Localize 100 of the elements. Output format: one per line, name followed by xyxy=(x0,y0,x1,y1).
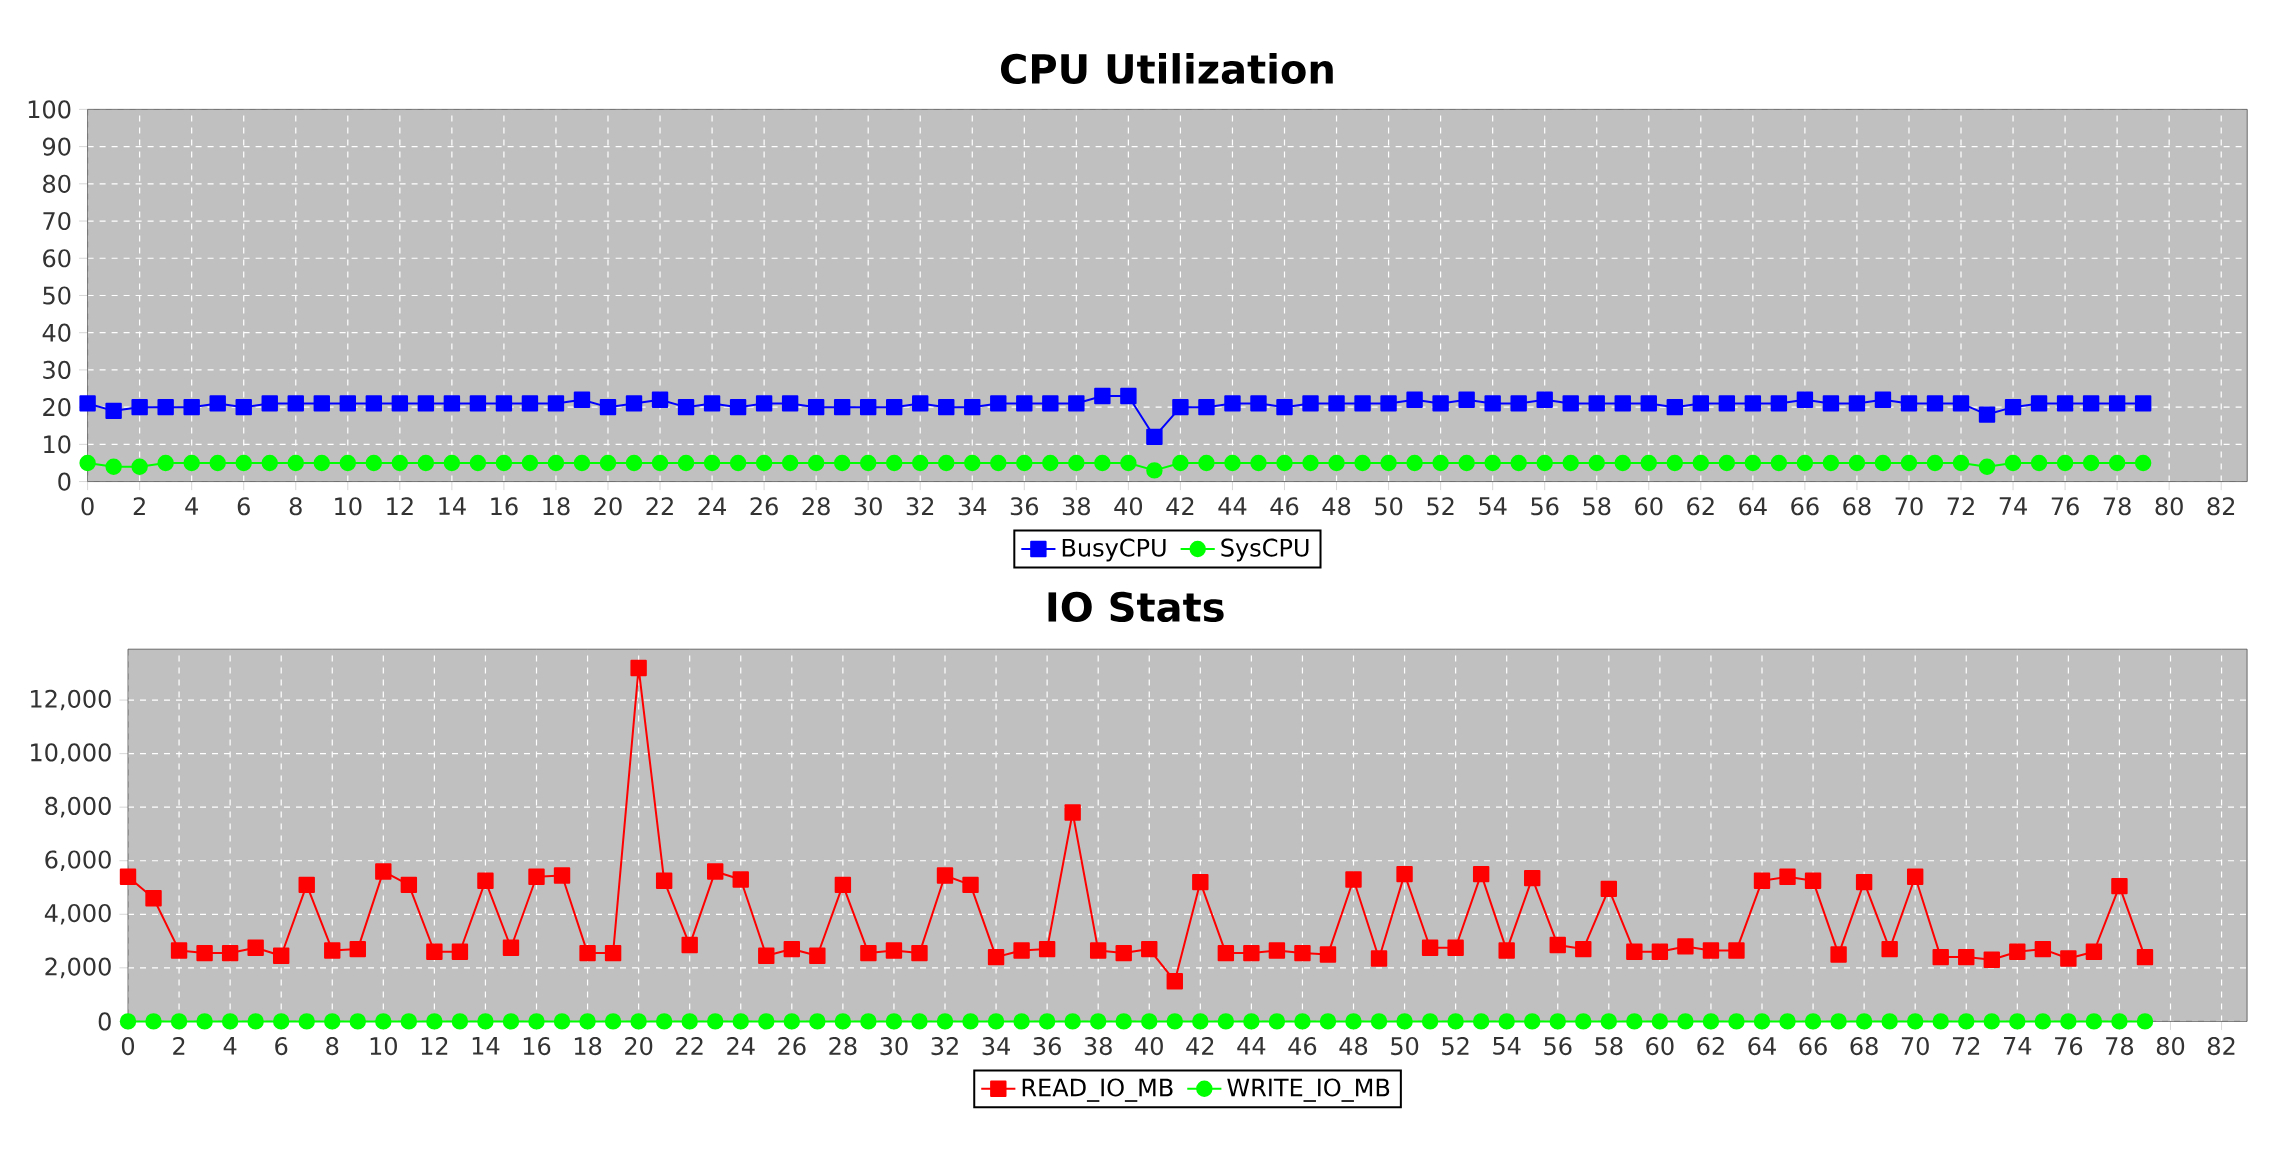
y-tick-label: 70 xyxy=(43,211,71,231)
x-tick-label: 26 xyxy=(750,497,778,516)
x-tick-label: 40 xyxy=(1135,1036,1163,1056)
legend-label: READ_IO_MB xyxy=(1022,1078,1173,1102)
legend-label: SysCPU xyxy=(1221,538,1309,562)
x-tick-label: 2 xyxy=(173,1036,185,1055)
x-tick-label: 82 xyxy=(2207,497,2235,516)
x-tick-label: 32 xyxy=(906,497,934,516)
x-tick-label: 34 xyxy=(958,497,987,516)
x-tick-label: 78 xyxy=(2106,1036,2134,1056)
x-tick-label: 78 xyxy=(2103,497,2131,516)
y-tick-label: 30 xyxy=(43,360,71,379)
x-tick-label: 16 xyxy=(491,497,518,516)
x-tick-label: 64 xyxy=(1739,497,1767,516)
x-tick-label: 12 xyxy=(387,497,413,515)
x-tick-label: 46 xyxy=(1288,1036,1317,1056)
x-tick-label: 66 xyxy=(1799,1036,1827,1056)
x-tick-label: 50 xyxy=(1391,1036,1419,1056)
x-tick-label: 10 xyxy=(370,1036,397,1056)
x-tick-label: 52 xyxy=(1427,497,1454,516)
x-tick-label: 14 xyxy=(439,497,466,515)
y-tick-label: 50 xyxy=(43,286,71,305)
x-tick-label: 80 xyxy=(2155,497,2183,516)
y-tick-label: 0 xyxy=(58,472,71,491)
y-tick-label: 8,000 xyxy=(45,796,111,818)
x-tick-label: 82 xyxy=(2207,1036,2235,1056)
x-tick-label: 52 xyxy=(1442,1036,1469,1056)
y-tick-label: 4,000 xyxy=(44,903,111,925)
y-tick-label: 80 xyxy=(43,174,71,193)
x-tick-label: 28 xyxy=(829,1036,857,1056)
x-tick-label: 68 xyxy=(1850,1036,1878,1056)
x-tick-label: 56 xyxy=(1531,497,1559,516)
x-tick-label: 20 xyxy=(594,497,622,516)
x-tick-label: 72 xyxy=(1947,497,1974,515)
x-tick-label: 4 xyxy=(185,497,198,515)
x-tick-label: 30 xyxy=(854,497,882,516)
x-tick-label: 42 xyxy=(1186,1036,1214,1055)
x-tick-label: 22 xyxy=(646,497,673,515)
x-tick-label: 34 xyxy=(982,1036,1010,1056)
y-tick-label: 12,000 xyxy=(31,689,111,711)
x-tick-label: 70 xyxy=(1901,1036,1929,1056)
x-tick-label: 74 xyxy=(2004,1036,2032,1055)
x-tick-label: 2 xyxy=(133,497,145,515)
x-tick-label: 8 xyxy=(326,1036,339,1056)
x-tick-label: 6 xyxy=(275,1036,288,1056)
x-tick-label: 62 xyxy=(1687,497,1714,516)
x-tick-label: 0 xyxy=(121,1036,135,1056)
x-tick-label: 22 xyxy=(676,1036,703,1055)
x-tick-label: 10 xyxy=(335,497,362,516)
y-tick-label: 10 xyxy=(44,435,71,454)
y-tick-label: 20 xyxy=(43,398,71,417)
x-tick-label: 36 xyxy=(1010,497,1039,516)
x-tick-label: 70 xyxy=(1895,497,1923,516)
x-tick-label: 12 xyxy=(421,1036,448,1055)
x-tick-label: 64 xyxy=(1748,1036,1776,1056)
x-tick-label: 80 xyxy=(2156,1036,2185,1056)
x-tick-label: 38 xyxy=(1062,497,1090,516)
x-tick-label: 36 xyxy=(1033,1036,1061,1056)
y-tick-label: 0 xyxy=(98,1012,111,1031)
y-tick-label: 100 xyxy=(28,100,71,119)
legend-label: BusyCPU xyxy=(1062,538,1166,562)
x-tick-label: 56 xyxy=(1544,1036,1572,1056)
x-tick-label: 14 xyxy=(472,1036,500,1055)
x-tick-label: 58 xyxy=(1583,497,1611,516)
x-tick-label: 6 xyxy=(237,497,250,516)
x-tick-label: 54 xyxy=(1493,1036,1521,1055)
x-tick-label: 60 xyxy=(1635,497,1663,516)
x-tick-label: 60 xyxy=(1646,1036,1674,1056)
x-tick-label: 28 xyxy=(802,497,830,516)
x-tick-label: 38 xyxy=(1084,1036,1112,1056)
y-tick-label: 10,000 xyxy=(31,743,111,764)
x-tick-label: 76 xyxy=(2055,1036,2083,1056)
chart-title: IO Stats xyxy=(1048,591,1224,623)
x-tick-label: 48 xyxy=(1322,497,1351,516)
x-tick-label: 42 xyxy=(1166,497,1194,515)
x-tick-label: 54 xyxy=(1479,497,1507,516)
x-tick-label: 44 xyxy=(1218,497,1247,515)
x-tick-label: 58 xyxy=(1595,1036,1623,1056)
x-tick-label: 24 xyxy=(698,497,726,515)
x-tick-label: 68 xyxy=(1843,497,1871,516)
x-tick-label: 20 xyxy=(625,1036,653,1056)
x-tick-label: 30 xyxy=(880,1036,908,1056)
x-tick-label: 18 xyxy=(543,497,570,516)
x-tick-label: 76 xyxy=(2051,497,2079,516)
y-tick-label: 6,000 xyxy=(45,850,111,872)
legend-label: WRITE_IO_MB xyxy=(1227,1078,1390,1102)
x-tick-label: 44 xyxy=(1237,1036,1266,1055)
x-tick-label: 24 xyxy=(727,1036,755,1055)
x-tick-label: 46 xyxy=(1270,497,1299,516)
x-tick-label: 66 xyxy=(1791,497,1819,516)
x-tick-label: 18 xyxy=(574,1036,602,1056)
x-tick-label: 26 xyxy=(778,1036,806,1056)
x-tick-label: 74 xyxy=(1999,497,2027,515)
x-tick-label: 40 xyxy=(1114,497,1143,516)
x-tick-label: 4 xyxy=(223,1036,237,1055)
x-tick-label: 16 xyxy=(523,1036,551,1056)
y-tick-label: 90 xyxy=(42,137,71,156)
x-tick-label: 8 xyxy=(289,497,302,516)
x-tick-label: 48 xyxy=(1339,1036,1368,1056)
x-tick-label: 72 xyxy=(1952,1036,1980,1055)
